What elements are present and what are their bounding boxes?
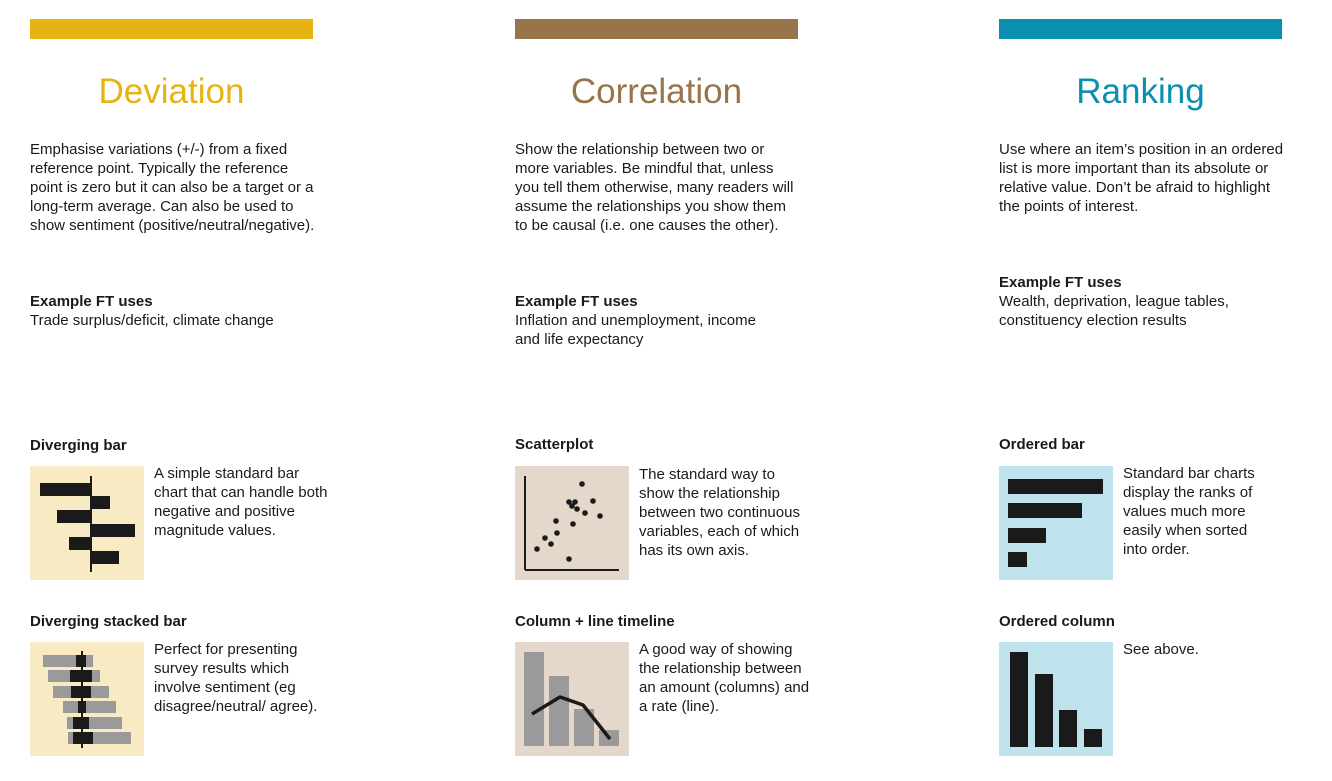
deviation-column: Deviation Emphasise variations (+/-) fro… [30, 0, 330, 781]
ranking-description: Use where an item’s position in an order… [999, 141, 1284, 215]
ranking-uses-text: Wealth, deprivation, league tables, cons… [999, 293, 1229, 329]
ranking-title: Ranking [1076, 72, 1205, 111]
ordered-column-icon [999, 642, 1113, 756]
diverging-bar-description: A simple standard bar chart that can han… [154, 465, 328, 539]
diverging-bar-heading: Diverging bar [30, 437, 127, 454]
ordered-column-heading: Ordered column [999, 613, 1115, 630]
ordered-bar-description: Standard bar charts display the ranks of… [1123, 465, 1255, 558]
correlation-description: Show the relationship between two or mor… [515, 141, 794, 234]
deviation-title: Deviation [98, 72, 245, 111]
correlation-accent-bar [515, 19, 798, 39]
ordered-column-description: See above. [1123, 641, 1199, 658]
deviation-accent-bar [30, 19, 313, 39]
scatterplot-heading: Scatterplot [515, 436, 594, 453]
column-line-timeline-heading: Column + line timeline [515, 613, 675, 630]
correlation-column: Correlation Show the relationship betwee… [515, 0, 815, 781]
ordered-bar-heading: Ordered bar [999, 436, 1085, 453]
scatterplot-description: The standard way to show the relationshi… [639, 466, 800, 559]
ranking-accent-bar [999, 19, 1282, 39]
column-line-timeline-description: A good way of showing the relationship b… [639, 641, 810, 715]
correlation-uses-heading: Example FT uses [515, 293, 638, 310]
diverging-bar-icon [30, 466, 144, 580]
ordered-bar-icon [999, 466, 1113, 580]
diverging-stacked-bar-description: Perfect for presenting survey results wh… [154, 641, 318, 715]
deviation-description: Emphasise variations (+/-) from a fixed … [30, 141, 315, 234]
deviation-uses-heading: Example FT uses [30, 293, 153, 310]
ranking-uses-heading: Example FT uses [999, 274, 1122, 291]
ranking-column: Ranking Use where an item’s position in … [999, 0, 1299, 781]
column-line-timeline-icon [515, 642, 629, 756]
correlation-title: Correlation [570, 72, 743, 111]
correlation-uses-text: Inflation and unemployment, income and l… [515, 312, 756, 348]
diverging-stacked-bar-heading: Diverging stacked bar [30, 613, 187, 630]
scatterplot-icon [515, 466, 629, 580]
diverging-stacked-bar-icon [30, 642, 144, 756]
deviation-uses-text: Trade surplus/deficit, climate change [30, 312, 274, 329]
